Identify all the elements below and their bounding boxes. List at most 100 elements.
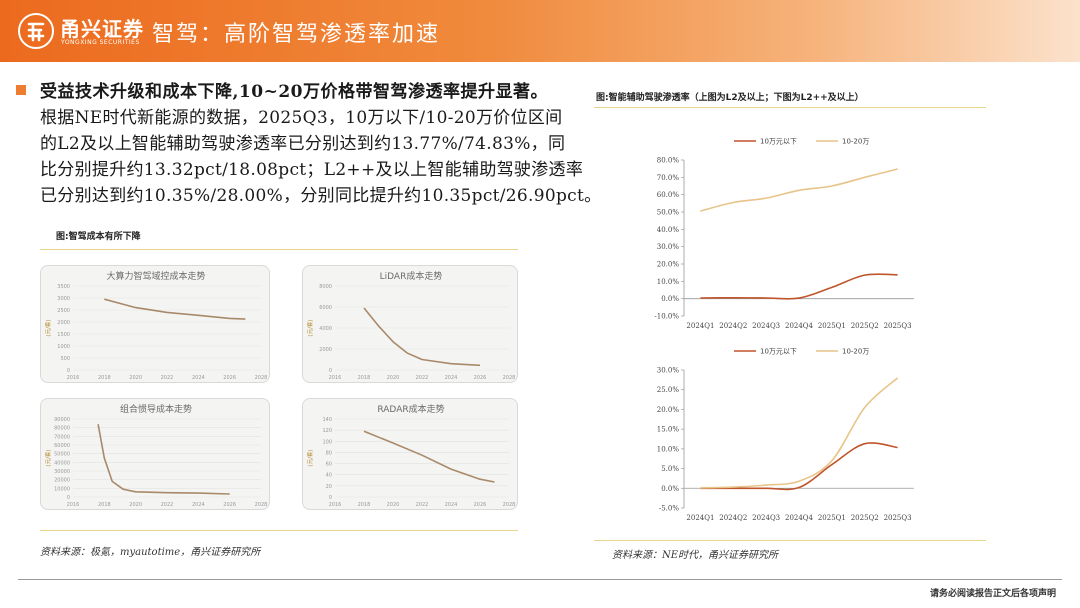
panel-title: LiDAR成本走势 bbox=[380, 270, 443, 282]
y-tick-label: 30.0% bbox=[657, 243, 680, 251]
panel-lidar: LiDAR成本走势 (元/套) 8000 6000 4000 2000 0 2016 2018 2… bbox=[302, 265, 518, 383]
panel-y-tick: 70000 bbox=[54, 434, 70, 440]
panel-x-tick: 2022 bbox=[416, 375, 429, 381]
page-title: 智驾：高阶智驾渗透率加速 bbox=[152, 22, 441, 47]
y-tick-label: 0.0% bbox=[661, 295, 679, 303]
y-tick-label: 70.0% bbox=[657, 174, 680, 182]
panel-y-tick: 4000 bbox=[319, 326, 332, 332]
x-tick-label: 2025Q2 bbox=[851, 322, 879, 330]
legend-label: 10-20万 bbox=[842, 348, 869, 356]
y-tick-label: -10.0% bbox=[654, 313, 679, 321]
panel-y-tick: 0 bbox=[67, 495, 70, 501]
x-tick-label: 2024Q1 bbox=[686, 514, 714, 522]
x-tick-label: 2024Q1 bbox=[686, 322, 714, 330]
panel-imu: 组合惯导成本走势 (元/套) 90000 80000 70000 60000 50000 40… bbox=[40, 398, 270, 510]
series-line bbox=[700, 377, 899, 489]
left-source-note: 资料来源：极氪，myautotime，甬兴证券研究所 bbox=[40, 547, 261, 558]
panel-x-tick: 2016 bbox=[329, 375, 342, 381]
panel-unit: (元/套) bbox=[306, 449, 314, 466]
body-line-1: 根据NE时代新能源的数据，2025Q3，10万以下/10-20万价位区间 bbox=[40, 108, 563, 128]
panel-y-tick: 1500 bbox=[57, 332, 70, 338]
right-caption-divider bbox=[594, 107, 986, 108]
x-tick-label: 2025Q2 bbox=[851, 514, 879, 522]
body-line-3: 比分别提升约13.32pct/18.08pct；L2++及以上智能辅助驾驶渗透率 bbox=[40, 160, 584, 180]
panel-x-tick: 2028 bbox=[255, 375, 268, 381]
series-line bbox=[700, 442, 898, 491]
right-figure-caption: 图:智能辅助驾驶渗透率（上图为L2及以上；下图为L2++及以上） bbox=[596, 93, 864, 103]
panel-x-tick: 2022 bbox=[161, 502, 174, 508]
y-tick-label: 25.0% bbox=[657, 386, 680, 394]
panel-x-tick: 2022 bbox=[416, 502, 429, 508]
panel-y-tick: 100 bbox=[322, 439, 332, 445]
y-tick-label: 40.0% bbox=[657, 226, 680, 234]
panel-y-tick: 40 bbox=[326, 473, 332, 479]
panel-y-tick: 8000 bbox=[319, 284, 332, 290]
panel-x-tick: 2028 bbox=[503, 502, 516, 508]
panel-y-tick: 40000 bbox=[54, 460, 70, 466]
panel-cost-line bbox=[97, 424, 230, 495]
logo-subtitle: YONGXING SECURITIES bbox=[61, 39, 140, 46]
header-banner: 甬兴证券 YONGXING SECURITIES 智驾：高阶智驾渗透率加速 bbox=[0, 0, 1080, 62]
panel-x-tick: 2016 bbox=[67, 502, 80, 508]
panel-y-tick: 140 bbox=[322, 417, 332, 423]
y-tick-label: 30.0% bbox=[657, 367, 680, 375]
footer-divider bbox=[18, 579, 1062, 580]
right-source-note: 资料来源：NE时代，甬兴证券研究所 bbox=[612, 550, 779, 561]
panel-x-tick: 2026 bbox=[223, 375, 236, 381]
x-tick-label: 2025Q1 bbox=[818, 514, 846, 522]
panel-x-tick: 2018 bbox=[98, 375, 111, 381]
headline: 受益技术升级和成本下降,10~20万价格带智驾渗透率提升显著。 bbox=[40, 82, 548, 102]
panel-y-tick: 10000 bbox=[54, 486, 70, 492]
chart-l2-penetration: 80.0% 70.0% 60.0% 50.0% 40.0% 30.0% 20.0% 10.0%… bbox=[654, 138, 914, 330]
panel-y-tick: 500 bbox=[60, 356, 70, 362]
panel-x-tick: 2020 bbox=[387, 502, 400, 508]
y-tick-label: 50.0% bbox=[657, 209, 680, 217]
panel-x-tick: 2016 bbox=[67, 375, 80, 381]
panel-y-tick: 60 bbox=[326, 462, 332, 468]
panel-unit: (元/套) bbox=[306, 319, 314, 336]
body-line-2: 的L2及以上智能辅助驾驶渗透率已分别达到约13.77%/74.83%，同 bbox=[40, 134, 566, 154]
panel-y-tick: 0 bbox=[67, 368, 70, 374]
y-tick-label: 15.0% bbox=[657, 426, 680, 434]
panel-x-tick: 2026 bbox=[474, 375, 487, 381]
y-tick-label: 20.0% bbox=[657, 261, 680, 269]
panel-cost-line bbox=[363, 307, 481, 367]
legend-label: 10万元以下 bbox=[760, 348, 797, 356]
panel-x-tick: 2016 bbox=[329, 502, 342, 508]
panel-cost-line bbox=[363, 430, 495, 483]
panel-y-tick: 30000 bbox=[54, 469, 70, 475]
y-tick-label: 60.0% bbox=[657, 191, 680, 199]
x-tick-label: 2024Q3 bbox=[752, 322, 780, 330]
panel-y-tick: 80 bbox=[326, 450, 332, 456]
panel-y-tick: 0 bbox=[329, 368, 332, 374]
caption-divider bbox=[40, 249, 518, 250]
x-tick-label: 2024Q4 bbox=[785, 322, 814, 330]
y-tick-label: 10.0% bbox=[657, 445, 680, 453]
x-tick-label: 2025Q3 bbox=[884, 322, 912, 330]
panel-domain-controller: 大算力智驾域控成本走势 (元/套) 3500 3000 2500 2000 1500 1000… bbox=[40, 265, 270, 383]
right-source-divider bbox=[594, 540, 986, 541]
panel-x-tick: 2018 bbox=[358, 375, 371, 381]
panel-x-tick: 2020 bbox=[129, 502, 142, 508]
panel-x-tick: 2024 bbox=[445, 375, 458, 381]
panel-y-tick: 90000 bbox=[54, 417, 70, 423]
panel-y-tick: 20 bbox=[326, 484, 332, 490]
x-tick-label: 2024Q3 bbox=[752, 514, 780, 522]
footer-disclaimer: 请务必阅读报告正文后各项声明 bbox=[929, 589, 1056, 599]
y-tick-label: 10.0% bbox=[657, 278, 680, 286]
panel-y-tick: 6000 bbox=[319, 305, 332, 311]
panel-x-tick: 2022 bbox=[161, 375, 174, 381]
panel-y-tick: 2000 bbox=[57, 320, 70, 326]
panel-y-tick: 3500 bbox=[57, 284, 70, 290]
panel-unit: (元/套) bbox=[44, 449, 52, 466]
bullet-square-icon bbox=[16, 85, 26, 95]
panel-unit: (元/套) bbox=[44, 319, 52, 336]
panel-y-tick: 120 bbox=[322, 428, 332, 434]
panel-x-tick: 2028 bbox=[503, 375, 516, 381]
series-line bbox=[700, 168, 898, 212]
x-tick-label: 2024Q2 bbox=[719, 514, 747, 522]
panel-x-tick: 2026 bbox=[223, 502, 236, 508]
panel-y-tick: 80000 bbox=[54, 426, 70, 432]
source-divider bbox=[40, 530, 518, 531]
legend-label: 10万元以下 bbox=[760, 138, 797, 146]
